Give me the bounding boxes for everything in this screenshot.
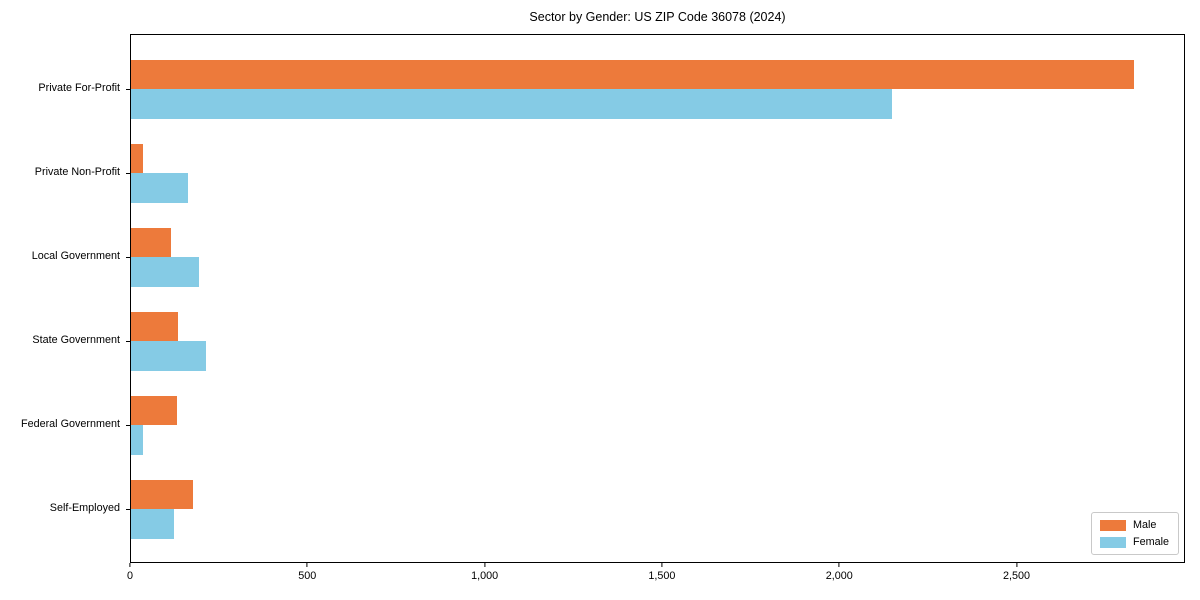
legend-item-female: Female: [1099, 536, 1169, 548]
x-tick-label-1: 500: [298, 570, 317, 582]
x-tick-mark-3: [661, 563, 663, 567]
y-tick-label-1: Private Non-Profit: [34, 166, 120, 179]
x-tick-label-5: 2,500: [1003, 570, 1031, 582]
legend-item-male: Male: [1099, 519, 1169, 531]
y-tick-label-3: State Government: [32, 334, 120, 347]
bar-female-2: [131, 257, 199, 287]
bar-male-2: [131, 227, 171, 258]
x-tick-label-2: 1,000: [471, 570, 499, 582]
bar-male-0: [131, 59, 1134, 90]
x-axis: 0 500 1,000 1,500 2,000 2,500: [126, 563, 1185, 593]
x-tick-mark-4: [838, 563, 840, 567]
bar-male-1: [131, 143, 143, 174]
legend-swatch-male: [1099, 519, 1126, 531]
x-tick-label-3: 1,500: [648, 570, 676, 582]
y-tick-label-0: Private For-Profit: [38, 82, 120, 95]
x-tick-label-0: 0: [126, 570, 134, 582]
legend-label-male: Male: [1132, 519, 1157, 531]
y-tick-mark-1: [125, 172, 130, 174]
y-tick-mark-4: [125, 424, 130, 426]
x-tick-mark-2: [484, 563, 486, 567]
bar-female-4: [131, 425, 143, 455]
bar-male-4: [131, 395, 177, 426]
legend-label-female: Female: [1132, 536, 1169, 548]
bars-layer: [125, 35, 1184, 562]
y-tick-mark-3: [125, 340, 130, 342]
y-tick-mark-2: [125, 256, 130, 258]
chart-title: Sector by Gender: US ZIP Code 36078 (202…: [529, 10, 786, 24]
y-tick-label-5: Self-Employed: [49, 502, 120, 515]
legend: Male Female: [1090, 512, 1179, 555]
bar-female-3: [131, 341, 206, 371]
legend-swatch-female: [1099, 536, 1126, 548]
y-tick-mark-0: [125, 88, 130, 90]
y-tick-label-2: Local Government: [31, 250, 120, 263]
x-tick-mark-1: [306, 563, 308, 567]
bar-female-0: [131, 89, 892, 119]
x-tick-mark-5: [1015, 563, 1018, 567]
plot-area: Male Female: [125, 34, 1185, 563]
bar-male-5: [131, 479, 194, 510]
bar-female-5: [131, 509, 174, 539]
y-tick-label-4: Federal Government: [20, 418, 120, 431]
bar-male-3: [131, 311, 179, 342]
x-tick-mark-0: [129, 563, 131, 567]
x-tick-label-4: 2,000: [825, 570, 853, 582]
y-tick-mark-5: [125, 508, 130, 510]
y-axis-labels: Private For-Profit Private Non-Profit Loca…: [0, 34, 120, 563]
bar-female-1: [131, 173, 188, 203]
